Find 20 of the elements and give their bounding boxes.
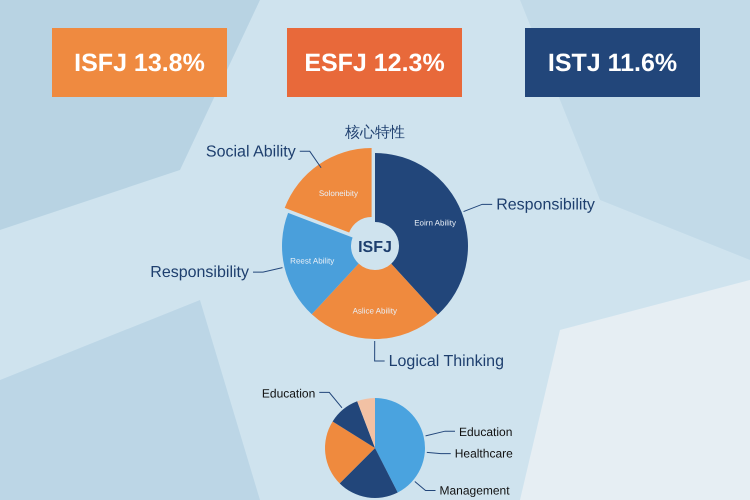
pie-slice: [357, 398, 375, 448]
slice-label: Education: [262, 386, 316, 400]
slice-label: Responsibility: [496, 196, 595, 214]
text: Eoirn Ability: [414, 218, 456, 228]
pie-slice: [375, 398, 425, 493]
text: Management: [440, 483, 510, 498]
text: Soloneibity: [318, 188, 358, 198]
text: ISTJ 11.6%: [548, 49, 678, 77]
slice-label: Social Ability: [206, 143, 296, 160]
slice-label: Responsibility: [150, 264, 250, 282]
slice-label: Education: [459, 425, 512, 440]
slice-label: Logical Thinking: [388, 353, 504, 370]
text: Reest Ability: [290, 256, 334, 266]
text: ESFJ 12.3%: [304, 49, 445, 77]
pie-slice: [325, 421, 375, 484]
text: ISFJ 13.8%: [74, 49, 205, 77]
chart-title: 核心特性: [344, 124, 405, 141]
text: ISFJ: [358, 239, 392, 256]
text: Aslice Ability: [352, 306, 398, 316]
text: Healthcare: [454, 446, 514, 461]
